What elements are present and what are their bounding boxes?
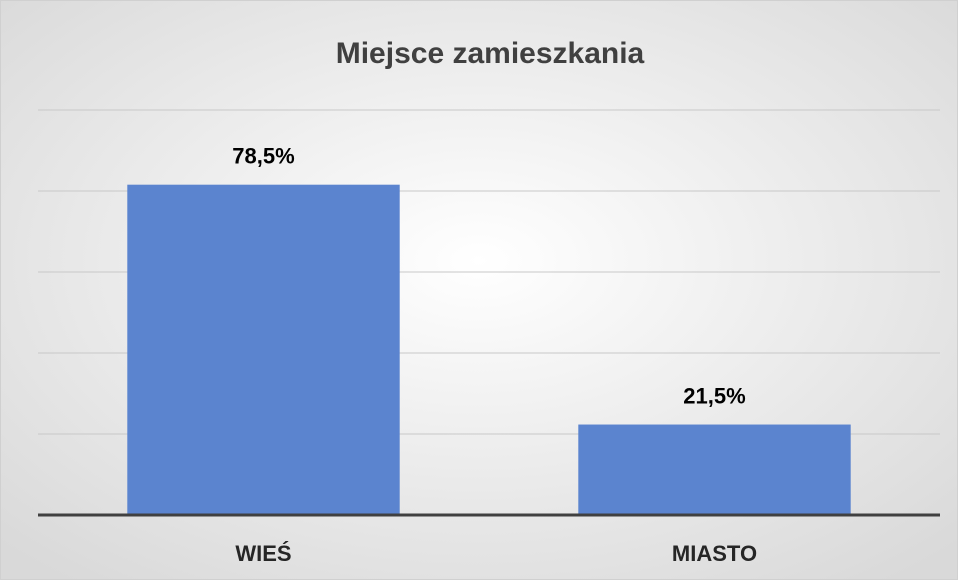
data-label: 78,5% <box>232 144 294 169</box>
bar <box>578 424 851 515</box>
chart-title: Miejsce zamieszkania <box>336 37 645 70</box>
data-label: 21,5% <box>683 383 745 408</box>
x-tick-label: MIASTO <box>672 541 757 566</box>
bar <box>127 184 400 516</box>
x-tick-label: WIEŚ <box>235 541 291 566</box>
